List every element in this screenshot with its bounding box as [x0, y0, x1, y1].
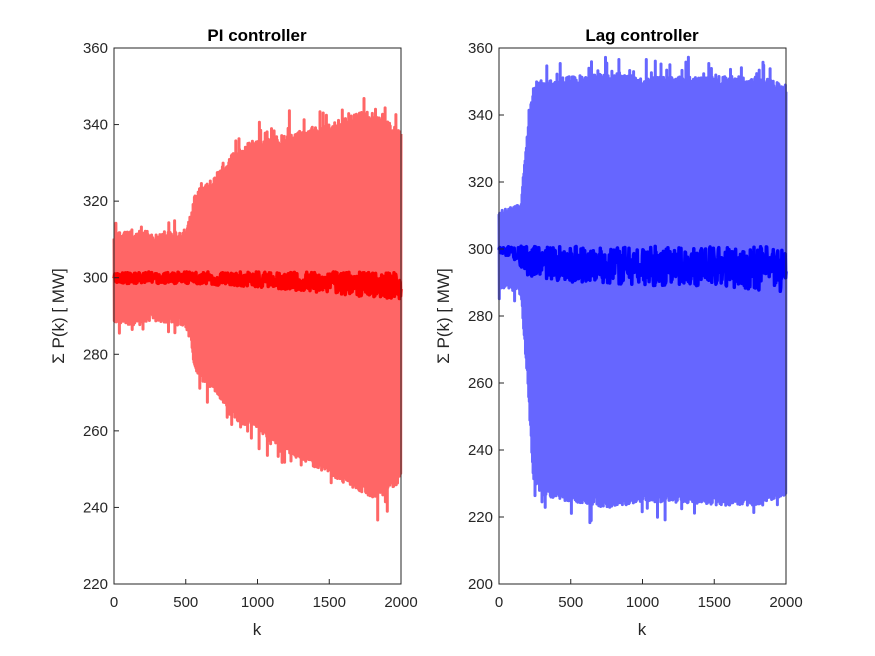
pi-x-tick-label: 500: [173, 594, 198, 611]
pi-x-tick-label: 1500: [313, 594, 346, 611]
lag-y-tick-label: 240: [468, 442, 493, 459]
pi-y-tick-label: 280: [83, 346, 108, 363]
lag-y-axis-label: Σ P(k) [ MW]: [434, 268, 453, 364]
pi-x-axis-label: k: [253, 620, 262, 639]
pi-chart-title: PI controller: [207, 26, 307, 45]
lag-x-tick-label: 500: [558, 594, 583, 611]
pi-x-tick-label: 1000: [241, 594, 274, 611]
pi-data-layer: [112, 97, 403, 522]
lag-x-tick-label: 1000: [626, 594, 659, 611]
lag-center-series: [497, 244, 788, 294]
pi-center-series: [112, 270, 403, 301]
lag-envelope-series: [497, 55, 788, 525]
pi-y-tick-label: 220: [83, 576, 108, 593]
pi-x-tick-label: 0: [110, 594, 118, 611]
lag-x-tick-label: 1500: [698, 594, 731, 611]
pi-envelope-series: [112, 97, 403, 522]
lag-y-tick-label: 280: [468, 308, 493, 325]
pi-y-axis-label: Σ P(k) [ MW]: [49, 268, 68, 364]
pi-y-tick-label: 300: [83, 270, 108, 287]
pi-y-tick-label: 340: [83, 117, 108, 134]
lag-y-tick-label: 360: [468, 40, 493, 57]
lag-data-layer: [497, 55, 788, 525]
pi-controller-axes: 0 500 1000 1500 2000 220 240 260 280 300 320 340 360…: [49, 26, 418, 639]
lag-y-tick-label: 220: [468, 509, 493, 526]
lag-controller-axes: 0 500 1000 1500 2000 200 220 240 260 280 300 320 340…: [434, 26, 803, 639]
lag-y-tick-label: 300: [468, 241, 493, 258]
lag-x-tick-label: 0: [495, 594, 503, 611]
pi-x-tick-label: 2000: [384, 594, 417, 611]
pi-y-tick-label: 320: [83, 193, 108, 210]
pi-y-tick-label: 240: [83, 499, 108, 516]
lag-y-tick-label: 340: [468, 107, 493, 124]
lag-chart-title: Lag controller: [585, 26, 699, 45]
lag-ticks: 0 500 1000 1500 2000 200 220 240 260 280 300 320 340…: [468, 40, 803, 611]
lag-x-axis-label: k: [638, 620, 647, 639]
lag-x-tick-label: 2000: [769, 594, 802, 611]
lag-y-tick-label: 200: [468, 576, 493, 593]
pi-ticks: 0 500 1000 1500 2000 220 240 260 280 300 320 340 360: [83, 40, 418, 611]
pi-y-tick-label: 360: [83, 40, 108, 57]
lag-y-tick-label: 320: [468, 174, 493, 191]
lag-y-tick-label: 260: [468, 375, 493, 392]
pi-y-tick-label: 260: [83, 423, 108, 440]
